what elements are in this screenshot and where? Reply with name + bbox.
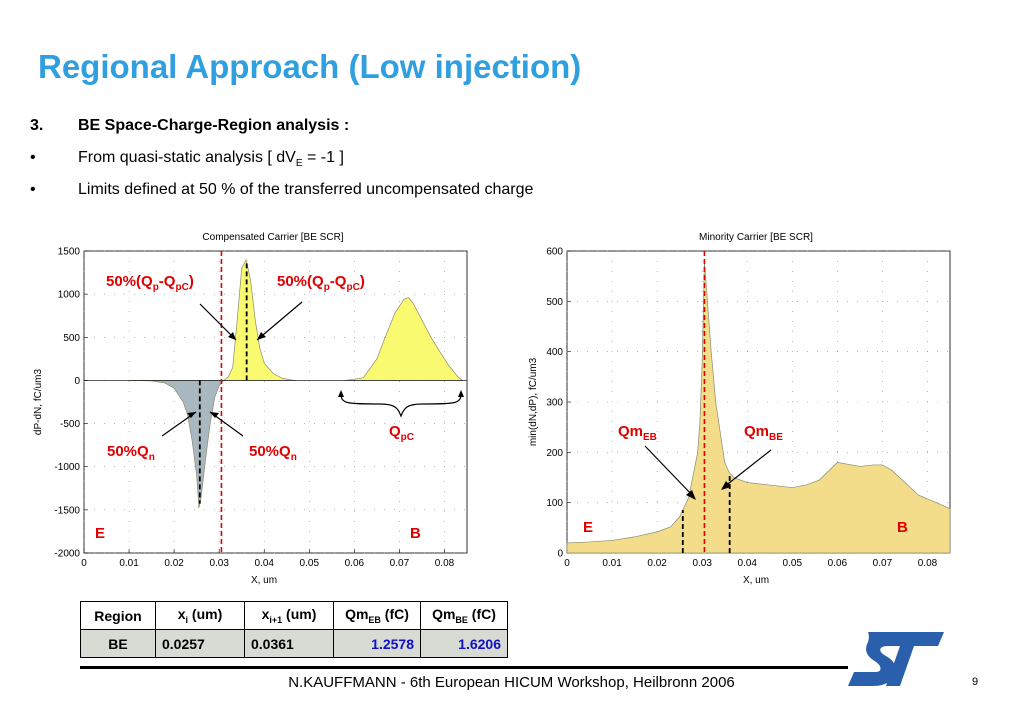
cell-xi: 0.0257 — [155, 629, 245, 658]
y-tick-label: -1500 — [54, 505, 80, 516]
y-axis-label: dP-dN, fC/um3 — [33, 368, 44, 435]
arrow-head — [458, 390, 464, 397]
y-tick-label: 0 — [74, 376, 80, 387]
y-tick-label: -2000 — [54, 549, 80, 560]
cell-xi1: 0.0361 — [244, 629, 334, 658]
arrow — [644, 445, 695, 498]
x-tick-label: 0.03 — [692, 558, 712, 569]
header-xi1: xi+1 (um) — [244, 601, 334, 630]
section-heading: 3. BE Space-Charge-Region analysis : — [30, 117, 630, 137]
footer-text: N.KAUFFMANN - 6th European HICUM Worksho… — [288, 674, 735, 691]
cell-qm-be: 1.6206 — [420, 629, 508, 658]
chart-title: Minority Carrier [BE SCR] — [699, 232, 813, 243]
x-tick-label: 0.04 — [738, 558, 758, 569]
compensated-carrier-chart: Compensated Carrier [BE SCR] 1500 1000 500… — [33, 232, 468, 586]
y-tick-label: 300 — [546, 398, 563, 409]
results-table: Region xi (um) xi+1 (um) QmEB (fC) QmBE … — [80, 601, 508, 658]
x-tick-label: 0.01 — [602, 558, 622, 569]
section-number: 3. — [30, 117, 44, 134]
y-tick-label: 500 — [546, 297, 563, 308]
arrow — [723, 449, 772, 488]
y-tick-label: -500 — [60, 419, 80, 430]
minority-carrier-chart: Minority Carrier [BE SCR] 600 500 400 300 20… — [528, 232, 951, 586]
arrow-head — [228, 332, 236, 340]
annotation-qpc: QpC — [389, 423, 414, 443]
region-label-b: B — [410, 525, 421, 542]
x-tick-label: 0 — [564, 558, 570, 569]
chart-title: Compensated Carrier [BE SCR] — [202, 232, 343, 243]
x-tick-label: 0.05 — [300, 558, 320, 569]
bullet-text: From quasi-static analysis [ dVE = -1 ] — [78, 149, 344, 170]
plot-frame — [83, 250, 468, 554]
annotation-50pct-qp-qpc-left: 50%(Qp-QpC) — [106, 273, 194, 293]
x-tick-label: 0.04 — [255, 558, 275, 569]
header-qm-eb: QmEB (fC) — [333, 601, 421, 630]
x-tick-label: 0.01 — [119, 558, 139, 569]
header-region: Region — [80, 601, 156, 630]
bullet-marker: • — [30, 181, 36, 198]
st-logo — [848, 632, 944, 686]
y-tick-label: -1000 — [54, 462, 80, 473]
y-tick-label: 1000 — [58, 290, 81, 301]
x-tick-label: 0.07 — [390, 558, 410, 569]
y-axis-label: min(dN,dP), fC/um3 — [528, 357, 539, 446]
region-label-e: E — [583, 519, 593, 536]
region-label-e: E — [95, 525, 105, 542]
bullet-marker: • — [30, 149, 36, 166]
bullet-item: • Limits defined at 50 % of the transfer… — [30, 181, 730, 201]
x-axis-label: X, um — [743, 575, 769, 586]
annotation-50pct-qn-left: 50%Qn — [107, 443, 155, 463]
curly-brace — [340, 393, 462, 418]
x-tick-label: 0 — [81, 558, 87, 569]
series-area-1 — [222, 258, 296, 381]
bullet-item: • From quasi-static analysis [ dVE = -1 … — [30, 149, 630, 169]
header-qm-be: QmBE (fC) — [420, 601, 508, 630]
x-tick-label: 0.07 — [873, 558, 893, 569]
header-xi: xi (um) — [155, 601, 245, 630]
series-area-0 — [129, 380, 225, 509]
x-tick-label: 0.06 — [828, 558, 848, 569]
section-heading-text: BE Space-Charge-Region analysis : — [78, 117, 350, 134]
x-tick-label: 0.05 — [783, 558, 803, 569]
arrow-head — [187, 412, 196, 418]
cell-qm-eb: 1.2578 — [333, 629, 421, 658]
x-tick-label: 0.06 — [345, 558, 365, 569]
x-axis-label: X, um — [251, 575, 277, 586]
results-table-wrapper: Region xi (um) xi+1 (um) QmEB (fC) QmBE … — [80, 601, 526, 658]
x-tick-label: 0.02 — [164, 558, 184, 569]
y-tick-label: 500 — [63, 333, 80, 344]
arrow-head — [257, 332, 266, 340]
series-area-2 — [345, 297, 464, 381]
footer-rule — [80, 666, 848, 669]
annotation-qm-be: QmBE — [744, 423, 783, 443]
series-area-0 — [566, 261, 951, 554]
region-label-b: B — [897, 519, 908, 536]
y-tick-label: 0 — [557, 549, 563, 560]
arrow-head — [338, 390, 344, 397]
table-header-row: Region xi (um) xi+1 (um) QmEB (fC) QmBE … — [80, 601, 508, 630]
annotation-50pct-qn-right: 50%Qn — [249, 443, 297, 463]
x-tick-label: 0.08 — [918, 558, 938, 569]
x-tick-label: 0.03 — [209, 558, 229, 569]
y-tick-label: 200 — [546, 448, 563, 459]
x-tick-label: 0.08 — [435, 558, 455, 569]
y-tick-label: 1500 — [58, 247, 81, 258]
x-tick-label: 0.02 — [647, 558, 667, 569]
arrow-head — [686, 490, 696, 500]
annotation-qm-eb: QmEB — [618, 423, 657, 443]
cell-region: BE — [80, 629, 156, 658]
y-tick-label: 100 — [546, 498, 563, 509]
bullet-text: Limits defined at 50 % of the transferre… — [78, 181, 534, 198]
annotation-50pct-qp-qpc-right: 50%(Qp-QpC) — [277, 273, 365, 293]
y-tick-label: 600 — [546, 247, 563, 258]
page-number: 9 — [972, 676, 979, 688]
table-row: BE 0.0257 0.0361 1.2578 1.6206 — [80, 629, 508, 658]
arrow-head — [721, 481, 731, 490]
arrow-head — [210, 412, 219, 418]
slide-title: Regional Approach (Low injection) — [38, 48, 582, 85]
arrow — [199, 303, 237, 341]
arrow — [256, 301, 303, 341]
y-tick-label: 400 — [546, 347, 563, 358]
